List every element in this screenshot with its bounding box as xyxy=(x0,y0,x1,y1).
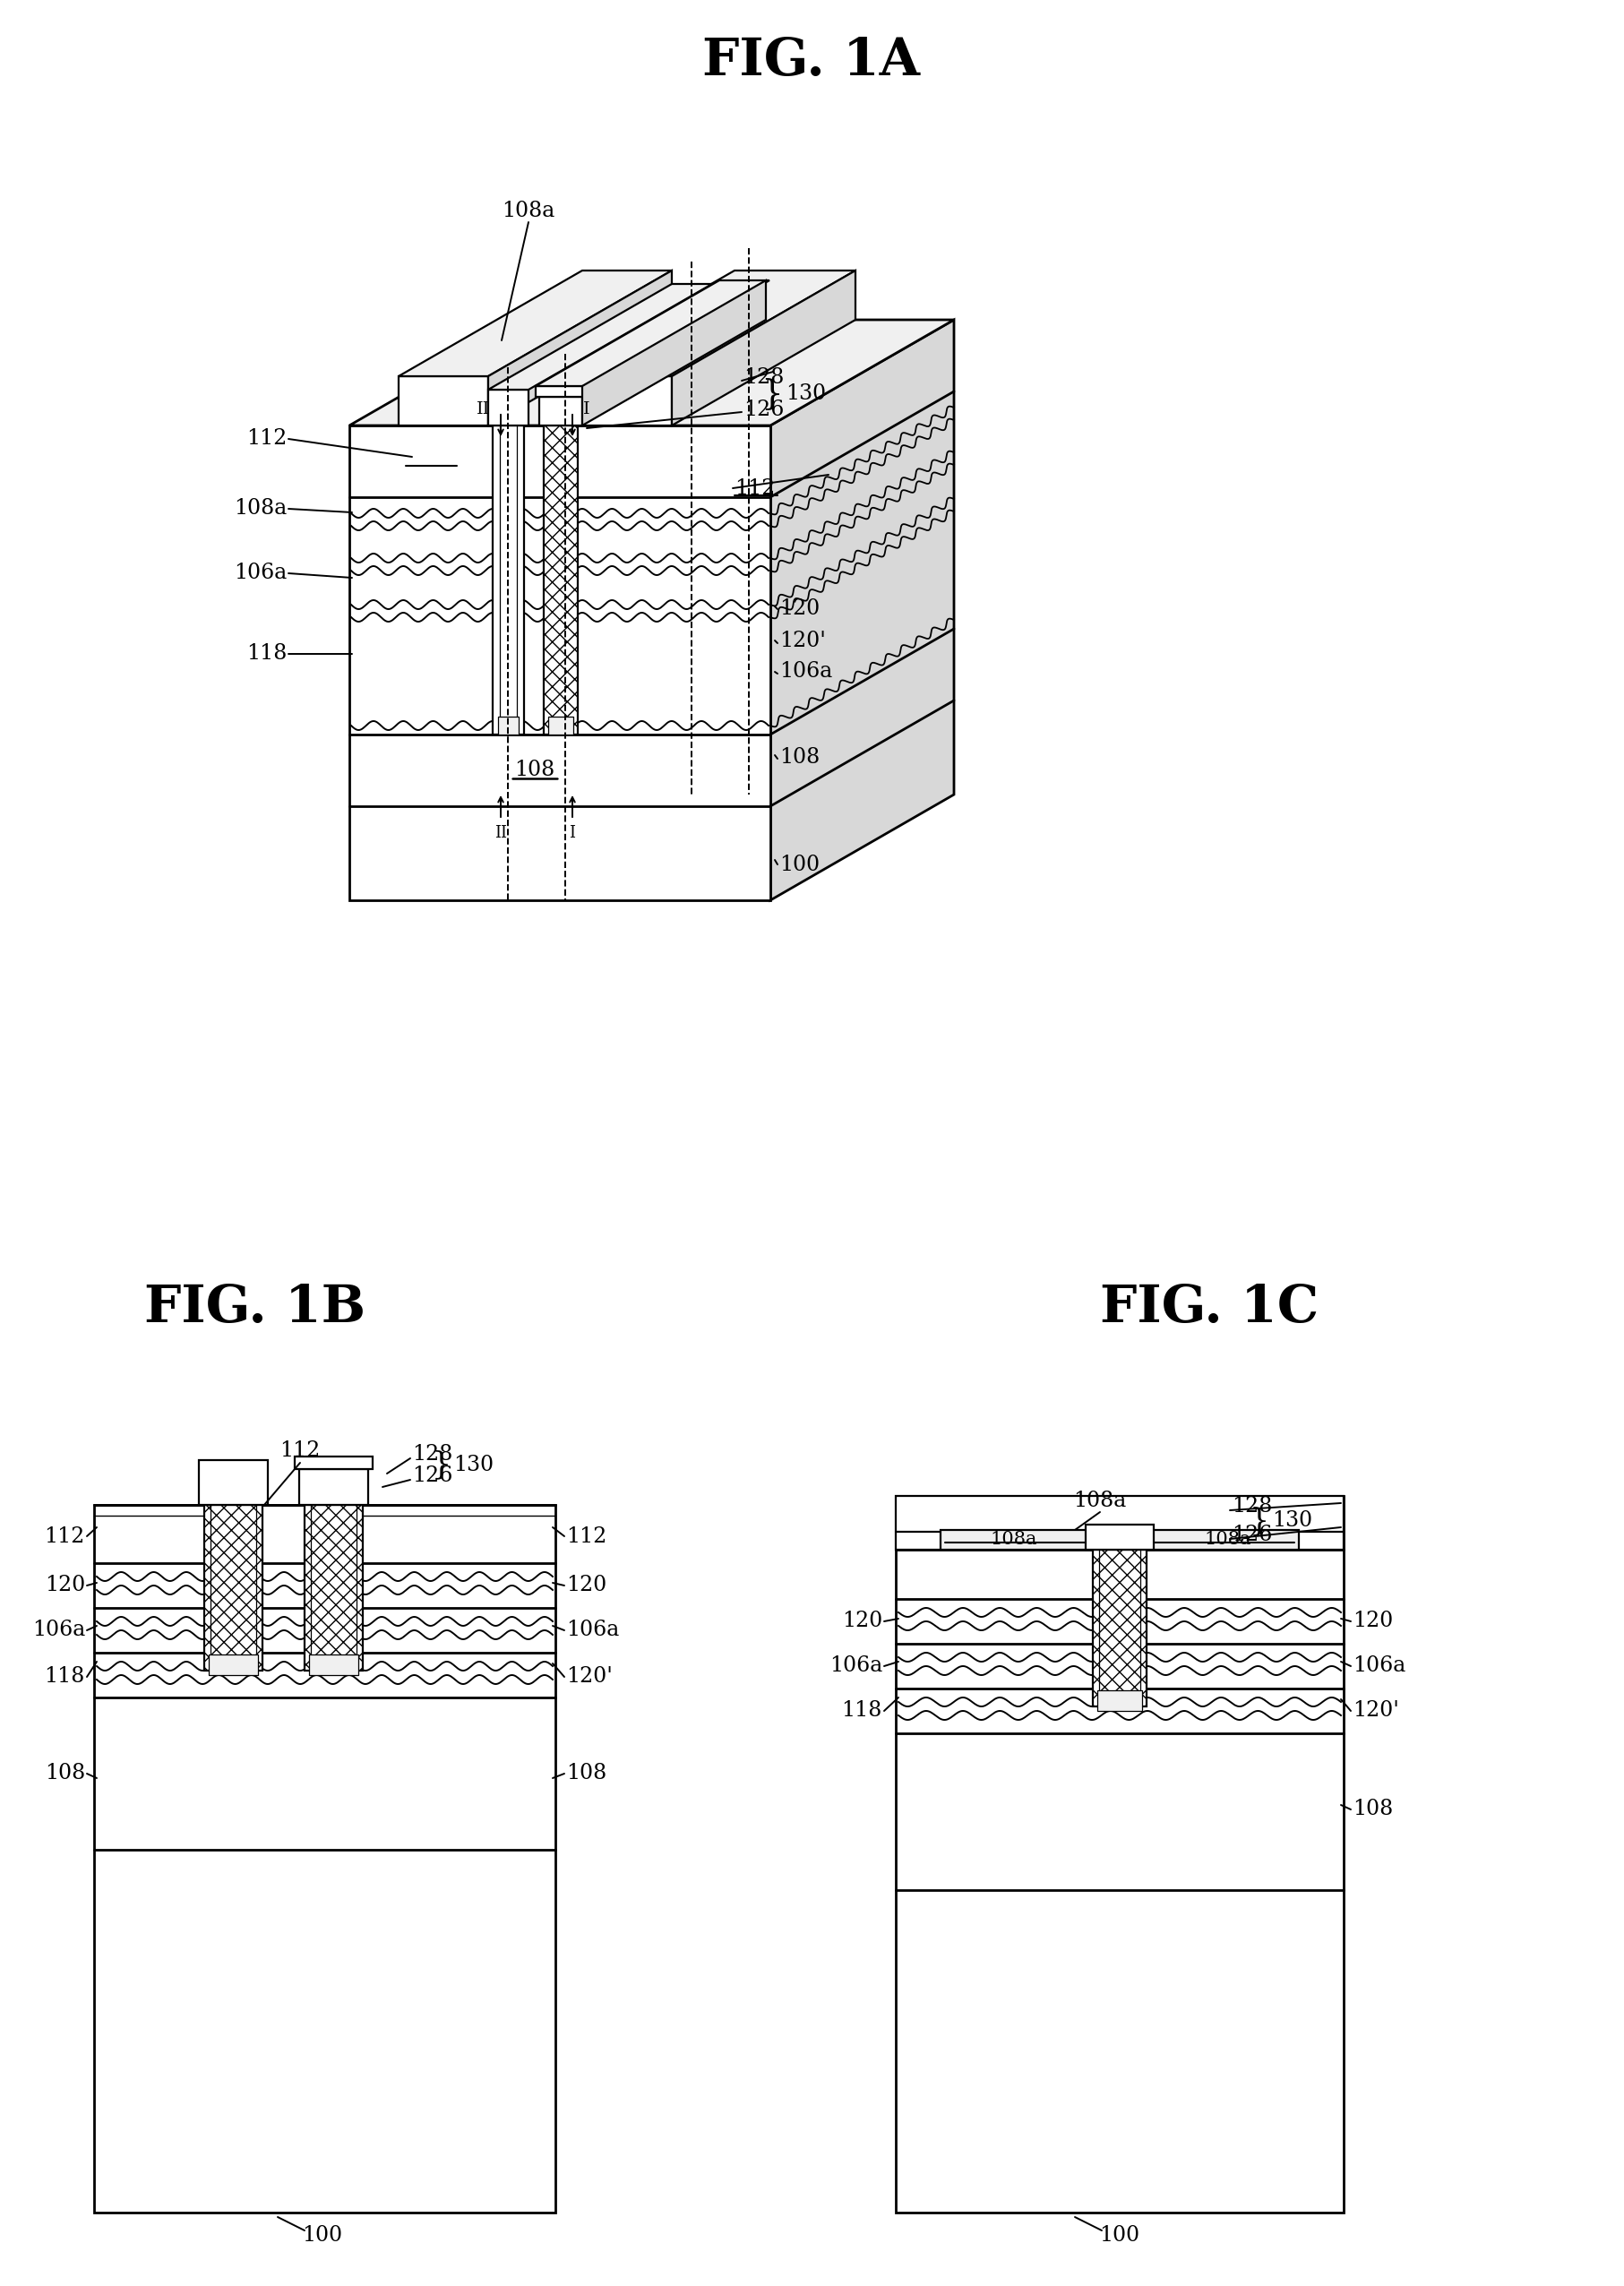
Polygon shape xyxy=(499,716,518,734)
Text: 108: 108 xyxy=(515,759,555,780)
Text: 126: 126 xyxy=(1231,1525,1272,1545)
Text: 120': 120' xyxy=(780,631,825,652)
Text: FIG. 1B: FIG. 1B xyxy=(145,1282,365,1333)
Text: 126: 126 xyxy=(412,1465,453,1486)
Text: 106a: 106a xyxy=(780,661,833,681)
Text: 112: 112 xyxy=(279,1440,320,1461)
Polygon shape xyxy=(309,1655,359,1676)
Polygon shape xyxy=(398,270,672,377)
Polygon shape xyxy=(1093,1550,1147,1705)
Text: 130: 130 xyxy=(453,1454,494,1474)
Text: 108a: 108a xyxy=(1205,1532,1252,1548)
Polygon shape xyxy=(551,377,672,425)
Polygon shape xyxy=(294,1456,372,1470)
Polygon shape xyxy=(583,281,767,425)
Text: 120': 120' xyxy=(1353,1701,1398,1721)
Text: II: II xyxy=(476,402,490,418)
Polygon shape xyxy=(205,1504,263,1671)
Text: I: I xyxy=(583,402,590,418)
Polygon shape xyxy=(770,320,953,901)
Text: 106a: 106a xyxy=(234,562,287,583)
Polygon shape xyxy=(489,283,711,389)
Polygon shape xyxy=(198,1461,268,1504)
Text: FIG. 1C: FIG. 1C xyxy=(1099,1282,1319,1333)
Polygon shape xyxy=(349,425,770,901)
Text: 106a: 106a xyxy=(567,1621,619,1641)
Text: 126: 126 xyxy=(744,400,784,421)
Text: 108a: 108a xyxy=(991,1532,1038,1548)
Text: }: } xyxy=(1249,1506,1270,1536)
Polygon shape xyxy=(492,425,525,734)
Text: 128: 128 xyxy=(744,368,784,389)
Text: 108a: 108a xyxy=(1073,1490,1127,1511)
Text: 128: 128 xyxy=(412,1442,453,1463)
Polygon shape xyxy=(544,425,578,734)
Text: 106a: 106a xyxy=(830,1655,882,1676)
Text: 118: 118 xyxy=(245,645,287,665)
Text: 112: 112 xyxy=(44,1527,84,1548)
Polygon shape xyxy=(551,270,856,377)
Polygon shape xyxy=(1098,1689,1142,1710)
Text: I: I xyxy=(570,825,575,841)
Text: 120: 120 xyxy=(841,1612,882,1632)
Polygon shape xyxy=(536,281,770,386)
Polygon shape xyxy=(549,716,573,734)
Text: FIG. 1A: FIG. 1A xyxy=(703,37,921,87)
Text: 108: 108 xyxy=(567,1763,607,1783)
Polygon shape xyxy=(349,320,953,425)
Polygon shape xyxy=(489,270,672,425)
Polygon shape xyxy=(1150,1529,1299,1550)
Text: 112: 112 xyxy=(245,430,287,450)
Text: 108: 108 xyxy=(44,1763,84,1783)
Polygon shape xyxy=(940,1529,1090,1550)
Text: 118: 118 xyxy=(841,1701,882,1721)
Text: 100: 100 xyxy=(780,855,820,876)
Polygon shape xyxy=(536,386,586,398)
Polygon shape xyxy=(1086,1525,1153,1550)
Text: }: } xyxy=(432,1449,451,1479)
Text: 108a: 108a xyxy=(502,201,555,222)
Text: 120: 120 xyxy=(567,1575,607,1596)
Text: 106a: 106a xyxy=(32,1621,84,1641)
Text: 120: 120 xyxy=(44,1575,84,1596)
Polygon shape xyxy=(398,377,489,425)
Text: 108: 108 xyxy=(780,748,820,768)
Polygon shape xyxy=(489,389,528,425)
Text: 108: 108 xyxy=(1353,1799,1393,1820)
Text: 120: 120 xyxy=(1353,1612,1393,1632)
Polygon shape xyxy=(299,1470,369,1504)
Polygon shape xyxy=(672,270,856,425)
Text: 100: 100 xyxy=(302,2224,343,2245)
Text: 118: 118 xyxy=(44,1666,84,1687)
Text: 106a: 106a xyxy=(1353,1655,1406,1676)
Text: 100: 100 xyxy=(1099,2224,1140,2245)
Text: II: II xyxy=(494,825,507,841)
Text: 120: 120 xyxy=(780,599,820,620)
Polygon shape xyxy=(896,1495,1343,1550)
Polygon shape xyxy=(209,1655,258,1676)
Text: 128: 128 xyxy=(1231,1497,1272,1518)
Text: 120': 120' xyxy=(567,1666,612,1687)
Polygon shape xyxy=(896,1495,1343,2213)
Text: 112: 112 xyxy=(567,1527,607,1548)
Polygon shape xyxy=(539,398,583,425)
Polygon shape xyxy=(94,1504,555,2213)
Text: 130: 130 xyxy=(1272,1511,1312,1532)
Text: 108a: 108a xyxy=(234,498,287,519)
Text: 130: 130 xyxy=(786,384,827,405)
Text: }: } xyxy=(762,377,783,411)
Polygon shape xyxy=(305,1504,362,1671)
Text: 112: 112 xyxy=(734,478,775,498)
